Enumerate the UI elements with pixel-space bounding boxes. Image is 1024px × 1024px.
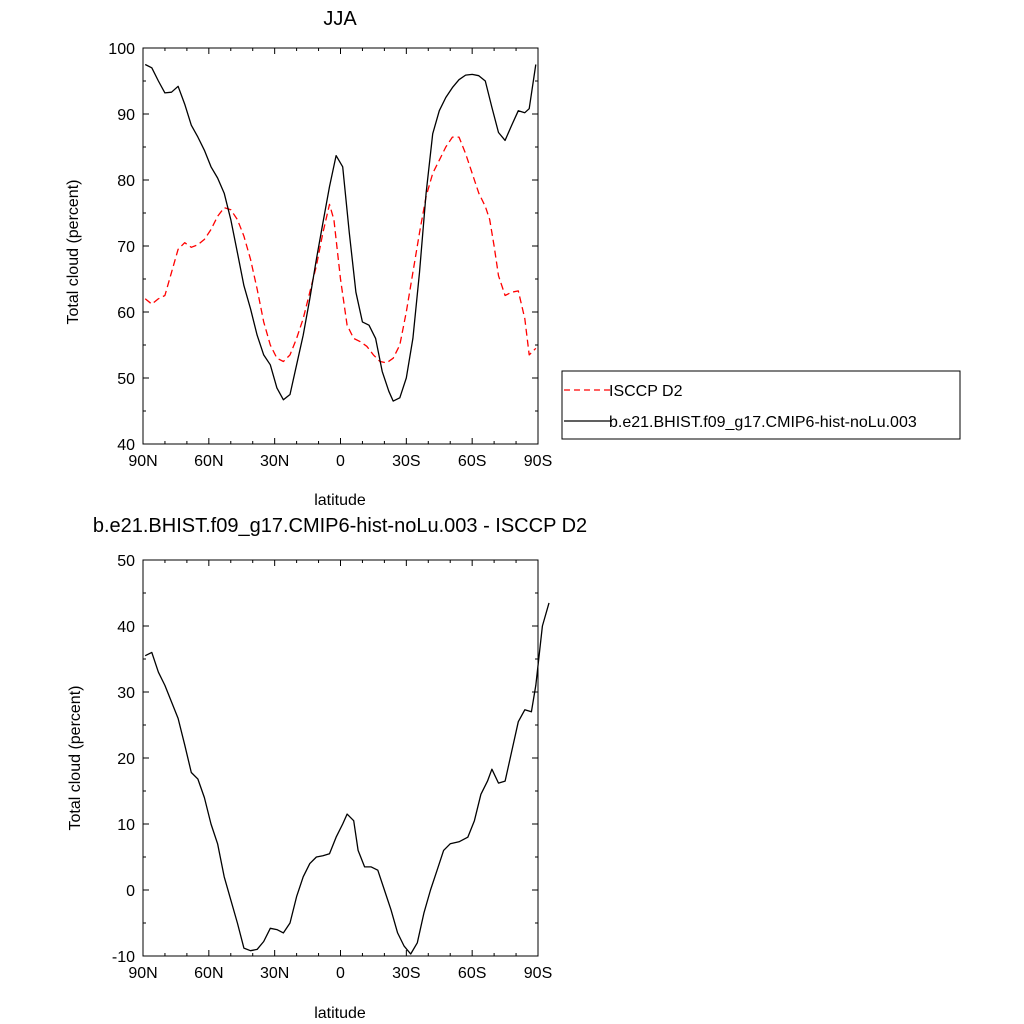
y-tick-label: 50	[117, 553, 135, 570]
y-tick-label: 30	[117, 685, 135, 702]
x-tick-label: 60N	[194, 453, 223, 470]
top-chart-plot-frame	[142, 47, 539, 445]
x-tick-label: 90N	[128, 453, 157, 470]
x-tick-label: 30N	[260, 453, 289, 470]
x-tick-label: 30N	[260, 965, 289, 982]
top-chart-series	[144, 63, 537, 402]
y-tick-label: 70	[117, 239, 135, 256]
top-chart-x-axis-label: latitude	[314, 492, 366, 509]
x-tick-label: 90S	[524, 965, 552, 982]
x-tick-label: 0	[336, 965, 345, 982]
legend-box	[561, 370, 961, 440]
y-tick-label: 50	[117, 371, 135, 388]
y-tick-label: 10	[117, 817, 135, 834]
bottom-chart-title: b.e21.BHIST.f09_g17.CMIP6-hist-noLu.003 …	[93, 515, 587, 537]
series-line-1-0	[144, 602, 550, 955]
x-tick-label: 60S	[458, 965, 486, 982]
top-chart: JJA Total cloud (percent) latitude 40 50 6…	[65, 8, 552, 509]
legend-label-model: b.e21.BHIST.f09_g17.CMIP6-hist-noLu.003	[609, 414, 917, 431]
x-tick-label: 30S	[392, 453, 420, 470]
x-tick-label: 0	[336, 453, 345, 470]
y-tick-label: 0	[126, 883, 135, 900]
series-line-0-1	[144, 63, 537, 402]
x-tick-label: 90N	[128, 965, 157, 982]
top-chart-y-axis-label: Total cloud (percent)	[65, 180, 82, 325]
top-chart-legend: ISCCP D2 b.e21.BHIST.f09_g17.CMIP6-hist-…	[561, 370, 961, 440]
x-tick-label: 90S	[524, 453, 552, 470]
bottom-chart-y-axis-label: Total cloud (percent)	[67, 686, 84, 831]
bottom-chart-series	[144, 602, 550, 955]
legend-label-isccp: ISCCP D2	[609, 383, 683, 400]
top-chart-title: JJA	[323, 8, 357, 30]
y-tick-label: 40	[117, 437, 135, 454]
series-line-0-0	[144, 136, 537, 364]
bottom-chart-ticks: -10 0 10 20 30 40 50 90N 60N 30N 0 30S 60S 90S	[112, 553, 552, 982]
x-tick-label: 60S	[458, 453, 486, 470]
x-tick-label: 60N	[194, 965, 223, 982]
y-tick-label: 80	[117, 173, 135, 190]
bottom-chart-plot-frame	[142, 559, 539, 957]
y-tick-label: 90	[117, 107, 135, 124]
top-chart-ticks: 40 50 60 70 80 90 100 90N 60N 30N 0 30S 60S 90S	[108, 41, 552, 470]
y-tick-label: 60	[117, 305, 135, 322]
y-tick-label: 20	[117, 751, 135, 768]
bottom-chart: b.e21.BHIST.f09_g17.CMIP6-hist-noLu.003 …	[67, 515, 587, 1022]
y-tick-label: -10	[112, 949, 135, 966]
y-tick-label: 40	[117, 619, 135, 636]
y-tick-label: 100	[108, 41, 135, 58]
x-tick-label: 30S	[392, 965, 420, 982]
bottom-chart-x-axis-label: latitude	[314, 1005, 366, 1022]
